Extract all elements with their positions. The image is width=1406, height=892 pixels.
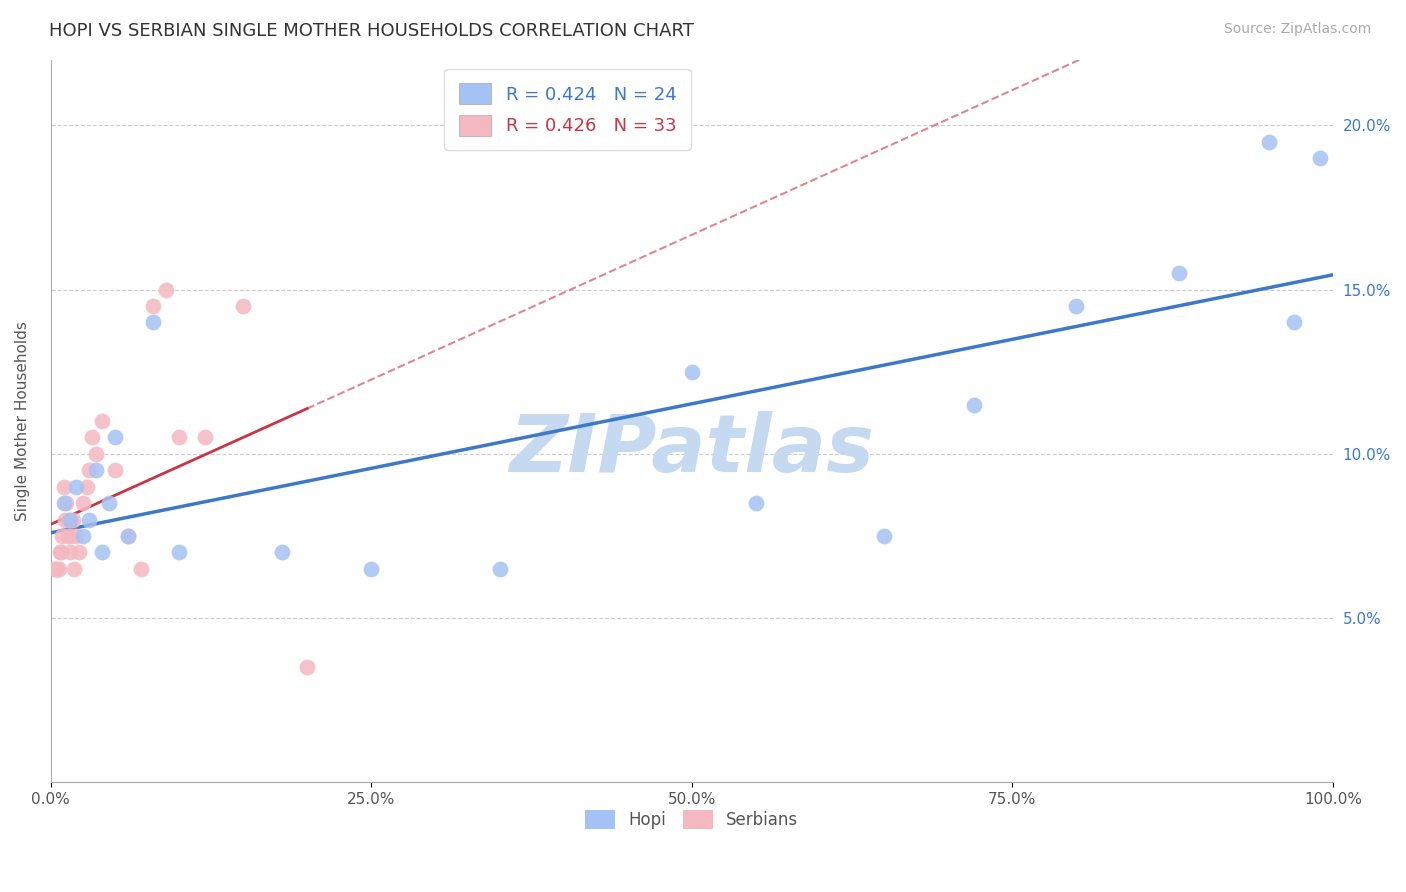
Point xyxy=(48,562,70,576)
Point xyxy=(1066,299,1088,313)
Point xyxy=(91,414,114,428)
Point xyxy=(232,299,254,313)
Point xyxy=(60,529,83,543)
Point xyxy=(63,562,86,576)
Point xyxy=(62,512,84,526)
Legend: Hopi, Serbians: Hopi, Serbians xyxy=(579,803,806,836)
Point xyxy=(76,480,98,494)
Point xyxy=(194,430,217,444)
Point xyxy=(53,512,76,526)
Point xyxy=(58,512,80,526)
Point xyxy=(52,496,75,510)
Point xyxy=(49,545,72,559)
Point xyxy=(488,562,510,576)
Point xyxy=(46,562,69,576)
Point xyxy=(55,496,77,510)
Point xyxy=(79,512,101,526)
Point xyxy=(49,545,72,559)
Point xyxy=(873,529,896,543)
Point xyxy=(1309,151,1331,165)
Point xyxy=(45,562,67,576)
Point xyxy=(129,562,152,576)
Point xyxy=(67,545,90,559)
Point xyxy=(681,365,703,379)
Point xyxy=(104,463,127,477)
Point xyxy=(155,283,177,297)
Text: Source: ZipAtlas.com: Source: ZipAtlas.com xyxy=(1223,22,1371,37)
Point xyxy=(270,545,292,559)
Point xyxy=(1168,266,1191,280)
Point xyxy=(1284,315,1306,329)
Point xyxy=(79,463,101,477)
Point xyxy=(167,545,190,559)
Point xyxy=(84,463,107,477)
Point xyxy=(360,562,382,576)
Point xyxy=(80,430,103,444)
Point xyxy=(65,480,87,494)
Point xyxy=(745,496,768,510)
Point xyxy=(167,430,190,444)
Point xyxy=(104,430,127,444)
Point xyxy=(59,512,82,526)
Point xyxy=(97,496,120,510)
Point xyxy=(65,529,87,543)
Text: ZIPatlas: ZIPatlas xyxy=(509,411,875,489)
Point xyxy=(117,529,139,543)
Point xyxy=(72,529,94,543)
Point xyxy=(963,398,986,412)
Point xyxy=(297,660,319,674)
Point xyxy=(91,545,114,559)
Point xyxy=(1257,135,1279,149)
Point xyxy=(142,315,165,329)
Text: HOPI VS SERBIAN SINGLE MOTHER HOUSEHOLDS CORRELATION CHART: HOPI VS SERBIAN SINGLE MOTHER HOUSEHOLDS… xyxy=(49,22,695,40)
Point xyxy=(56,529,79,543)
Point xyxy=(44,562,66,576)
Point xyxy=(59,545,82,559)
Point xyxy=(72,496,94,510)
Y-axis label: Single Mother Households: Single Mother Households xyxy=(15,321,30,521)
Point xyxy=(142,299,165,313)
Point xyxy=(52,480,75,494)
Point xyxy=(84,447,107,461)
Point xyxy=(117,529,139,543)
Point xyxy=(51,529,73,543)
